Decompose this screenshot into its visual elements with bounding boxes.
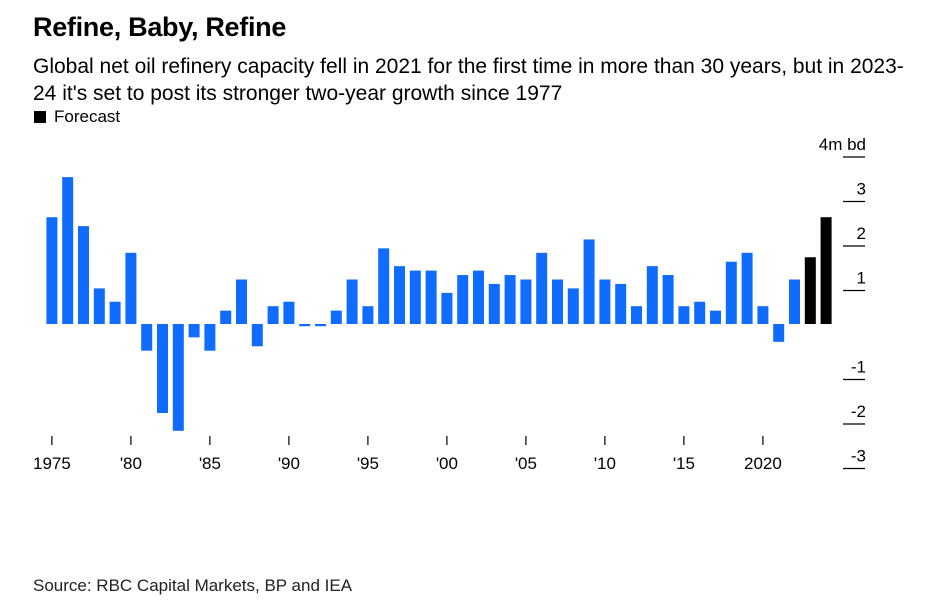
bar xyxy=(93,288,105,324)
bar xyxy=(773,324,785,342)
bar xyxy=(172,324,184,431)
x-tick-label: '85 xyxy=(199,454,221,473)
x-tick-label: '10 xyxy=(594,454,616,473)
bar xyxy=(267,306,279,324)
bar xyxy=(662,275,674,324)
bar xyxy=(567,288,579,324)
forecast-bar xyxy=(804,257,816,324)
bar xyxy=(330,310,342,324)
x-tick-label: '00 xyxy=(436,454,458,473)
bar xyxy=(46,217,58,324)
bar xyxy=(394,266,405,324)
bar xyxy=(678,306,690,324)
bar xyxy=(631,306,642,324)
bar xyxy=(204,324,216,351)
forecast-bar xyxy=(820,217,832,324)
bar xyxy=(488,283,500,324)
bar xyxy=(615,283,627,324)
bar xyxy=(473,270,484,324)
chart-subtitle: Global net oil refinery capacity fell in… xyxy=(33,55,904,105)
chart-title: Refine, Baby, Refine xyxy=(33,12,287,42)
bar xyxy=(520,279,532,324)
bar xyxy=(62,177,74,324)
bar xyxy=(725,261,737,324)
bar xyxy=(504,275,516,324)
bar xyxy=(157,324,168,413)
bar xyxy=(552,279,563,324)
bar xyxy=(283,301,295,324)
y-tick-label: -3 xyxy=(851,447,866,466)
y-tick-label: 1 xyxy=(857,269,866,288)
legend: Forecast xyxy=(34,107,120,127)
bar xyxy=(583,239,595,324)
bar xyxy=(757,306,769,324)
bar xyxy=(125,252,137,324)
bar xyxy=(188,324,200,338)
bar xyxy=(599,279,611,324)
bar xyxy=(536,252,548,324)
bar xyxy=(646,266,658,324)
bar xyxy=(378,248,390,324)
y-tick-label: -1 xyxy=(851,358,866,377)
x-tick-label: '95 xyxy=(357,454,379,473)
bar xyxy=(362,306,374,324)
bar xyxy=(315,324,326,327)
legend-forecast-label: Forecast xyxy=(54,107,121,126)
bar xyxy=(236,279,247,324)
bar xyxy=(109,301,121,324)
x-tick-label: '80 xyxy=(120,454,142,473)
x-tick-label: 1975 xyxy=(33,454,71,473)
x-tick-label: 2020 xyxy=(744,454,782,473)
x-tick-label: '90 xyxy=(278,454,300,473)
forecast-swatch xyxy=(34,111,46,123)
bar xyxy=(346,279,358,324)
bar xyxy=(409,270,421,324)
bar xyxy=(141,324,153,351)
y-tick-label: 2 xyxy=(857,224,866,243)
bar xyxy=(457,275,469,324)
bar xyxy=(789,279,800,324)
x-tick-label: '05 xyxy=(515,454,537,473)
source-note: Source: RBC Capital Markets, BP and IEA xyxy=(33,576,353,595)
bar xyxy=(78,226,89,324)
bar xyxy=(741,252,753,324)
x-tick-label: '15 xyxy=(673,454,695,473)
bar xyxy=(425,270,437,324)
bar xyxy=(251,324,263,347)
bar xyxy=(441,292,453,324)
y-tick-label: 3 xyxy=(857,180,866,199)
bar xyxy=(299,324,311,327)
bar xyxy=(694,301,706,324)
y-tick-label: 4m bd xyxy=(819,135,866,154)
bar xyxy=(220,310,232,324)
bar xyxy=(710,310,721,324)
y-tick-label: -2 xyxy=(851,402,866,421)
